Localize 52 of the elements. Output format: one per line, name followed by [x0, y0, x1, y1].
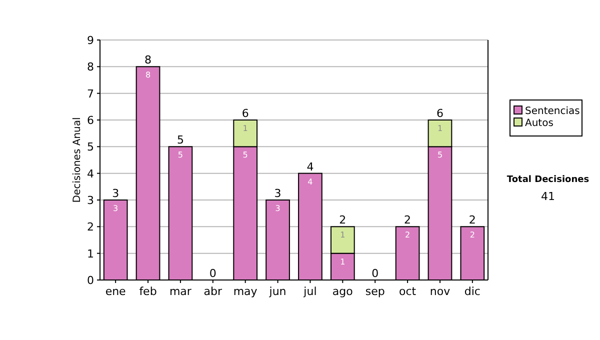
total-label: 2 — [339, 214, 346, 227]
data-label: 1 — [437, 124, 443, 133]
y-tick-label: 9 — [87, 34, 94, 47]
total-label: 3 — [274, 187, 282, 200]
legend-label: Sentencias — [525, 106, 580, 117]
total-label: 6 — [242, 107, 249, 120]
y-tick-label: 2 — [87, 220, 94, 234]
total-label: 2 — [468, 214, 476, 227]
data-label: 1 — [242, 124, 248, 133]
y-tick-label: 6 — [87, 114, 94, 127]
data-label: 3 — [113, 204, 118, 213]
y-tick-label: 4 — [87, 167, 94, 180]
x-tick-label: sep — [365, 285, 385, 298]
total-label: 8 — [144, 54, 152, 67]
y-tick-label: 7 — [87, 87, 94, 100]
data-label: 1 — [340, 230, 346, 240]
x-tick-label: mar — [169, 285, 192, 298]
data-label: 2 — [405, 230, 410, 240]
y-tick-label: 1 — [87, 247, 94, 260]
x-tick-label: dic — [464, 285, 480, 298]
data-label: 5 — [242, 150, 248, 160]
total-label: 0 — [209, 267, 216, 280]
total-label: 5 — [176, 134, 184, 147]
x-tick-label: oct — [399, 285, 417, 298]
x-tick-label: may — [233, 285, 258, 298]
total-label: 3 — [112, 187, 120, 200]
x-tick-label: feb — [139, 285, 157, 298]
data-label: 5 — [437, 150, 443, 160]
data-label: 3 — [275, 204, 280, 213]
y-tick-label: 0 — [87, 274, 94, 287]
text: 41 — [541, 190, 555, 203]
y-axis-title: Decisiones Anual — [72, 117, 83, 203]
total-label: 4 — [306, 160, 314, 174]
total-label: 2 — [404, 214, 412, 227]
total-label: 0 — [372, 267, 379, 280]
y-tick-label: 5 — [87, 140, 94, 154]
data-label: 1 — [340, 257, 346, 266]
data-label: 5 — [178, 150, 183, 160]
data-label: 4 — [308, 177, 313, 186]
x-tick-label: jun — [268, 285, 286, 298]
x-tick-label: nov — [430, 285, 451, 298]
x-tick-label: ene — [105, 285, 126, 298]
y-tick-label: 8 — [87, 60, 94, 74]
total-label: 6 — [436, 107, 444, 120]
data-label: 8 — [145, 70, 151, 80]
x-tick-label: abr — [204, 285, 222, 298]
text: Total Decisiones — [506, 175, 590, 185]
x-tick-label: ago — [332, 285, 354, 298]
x-tick-label: jul — [302, 285, 317, 298]
y-tick-label: 3 — [87, 194, 94, 207]
data-label: 2 — [470, 230, 475, 240]
legend-label: Autos — [525, 118, 554, 129]
